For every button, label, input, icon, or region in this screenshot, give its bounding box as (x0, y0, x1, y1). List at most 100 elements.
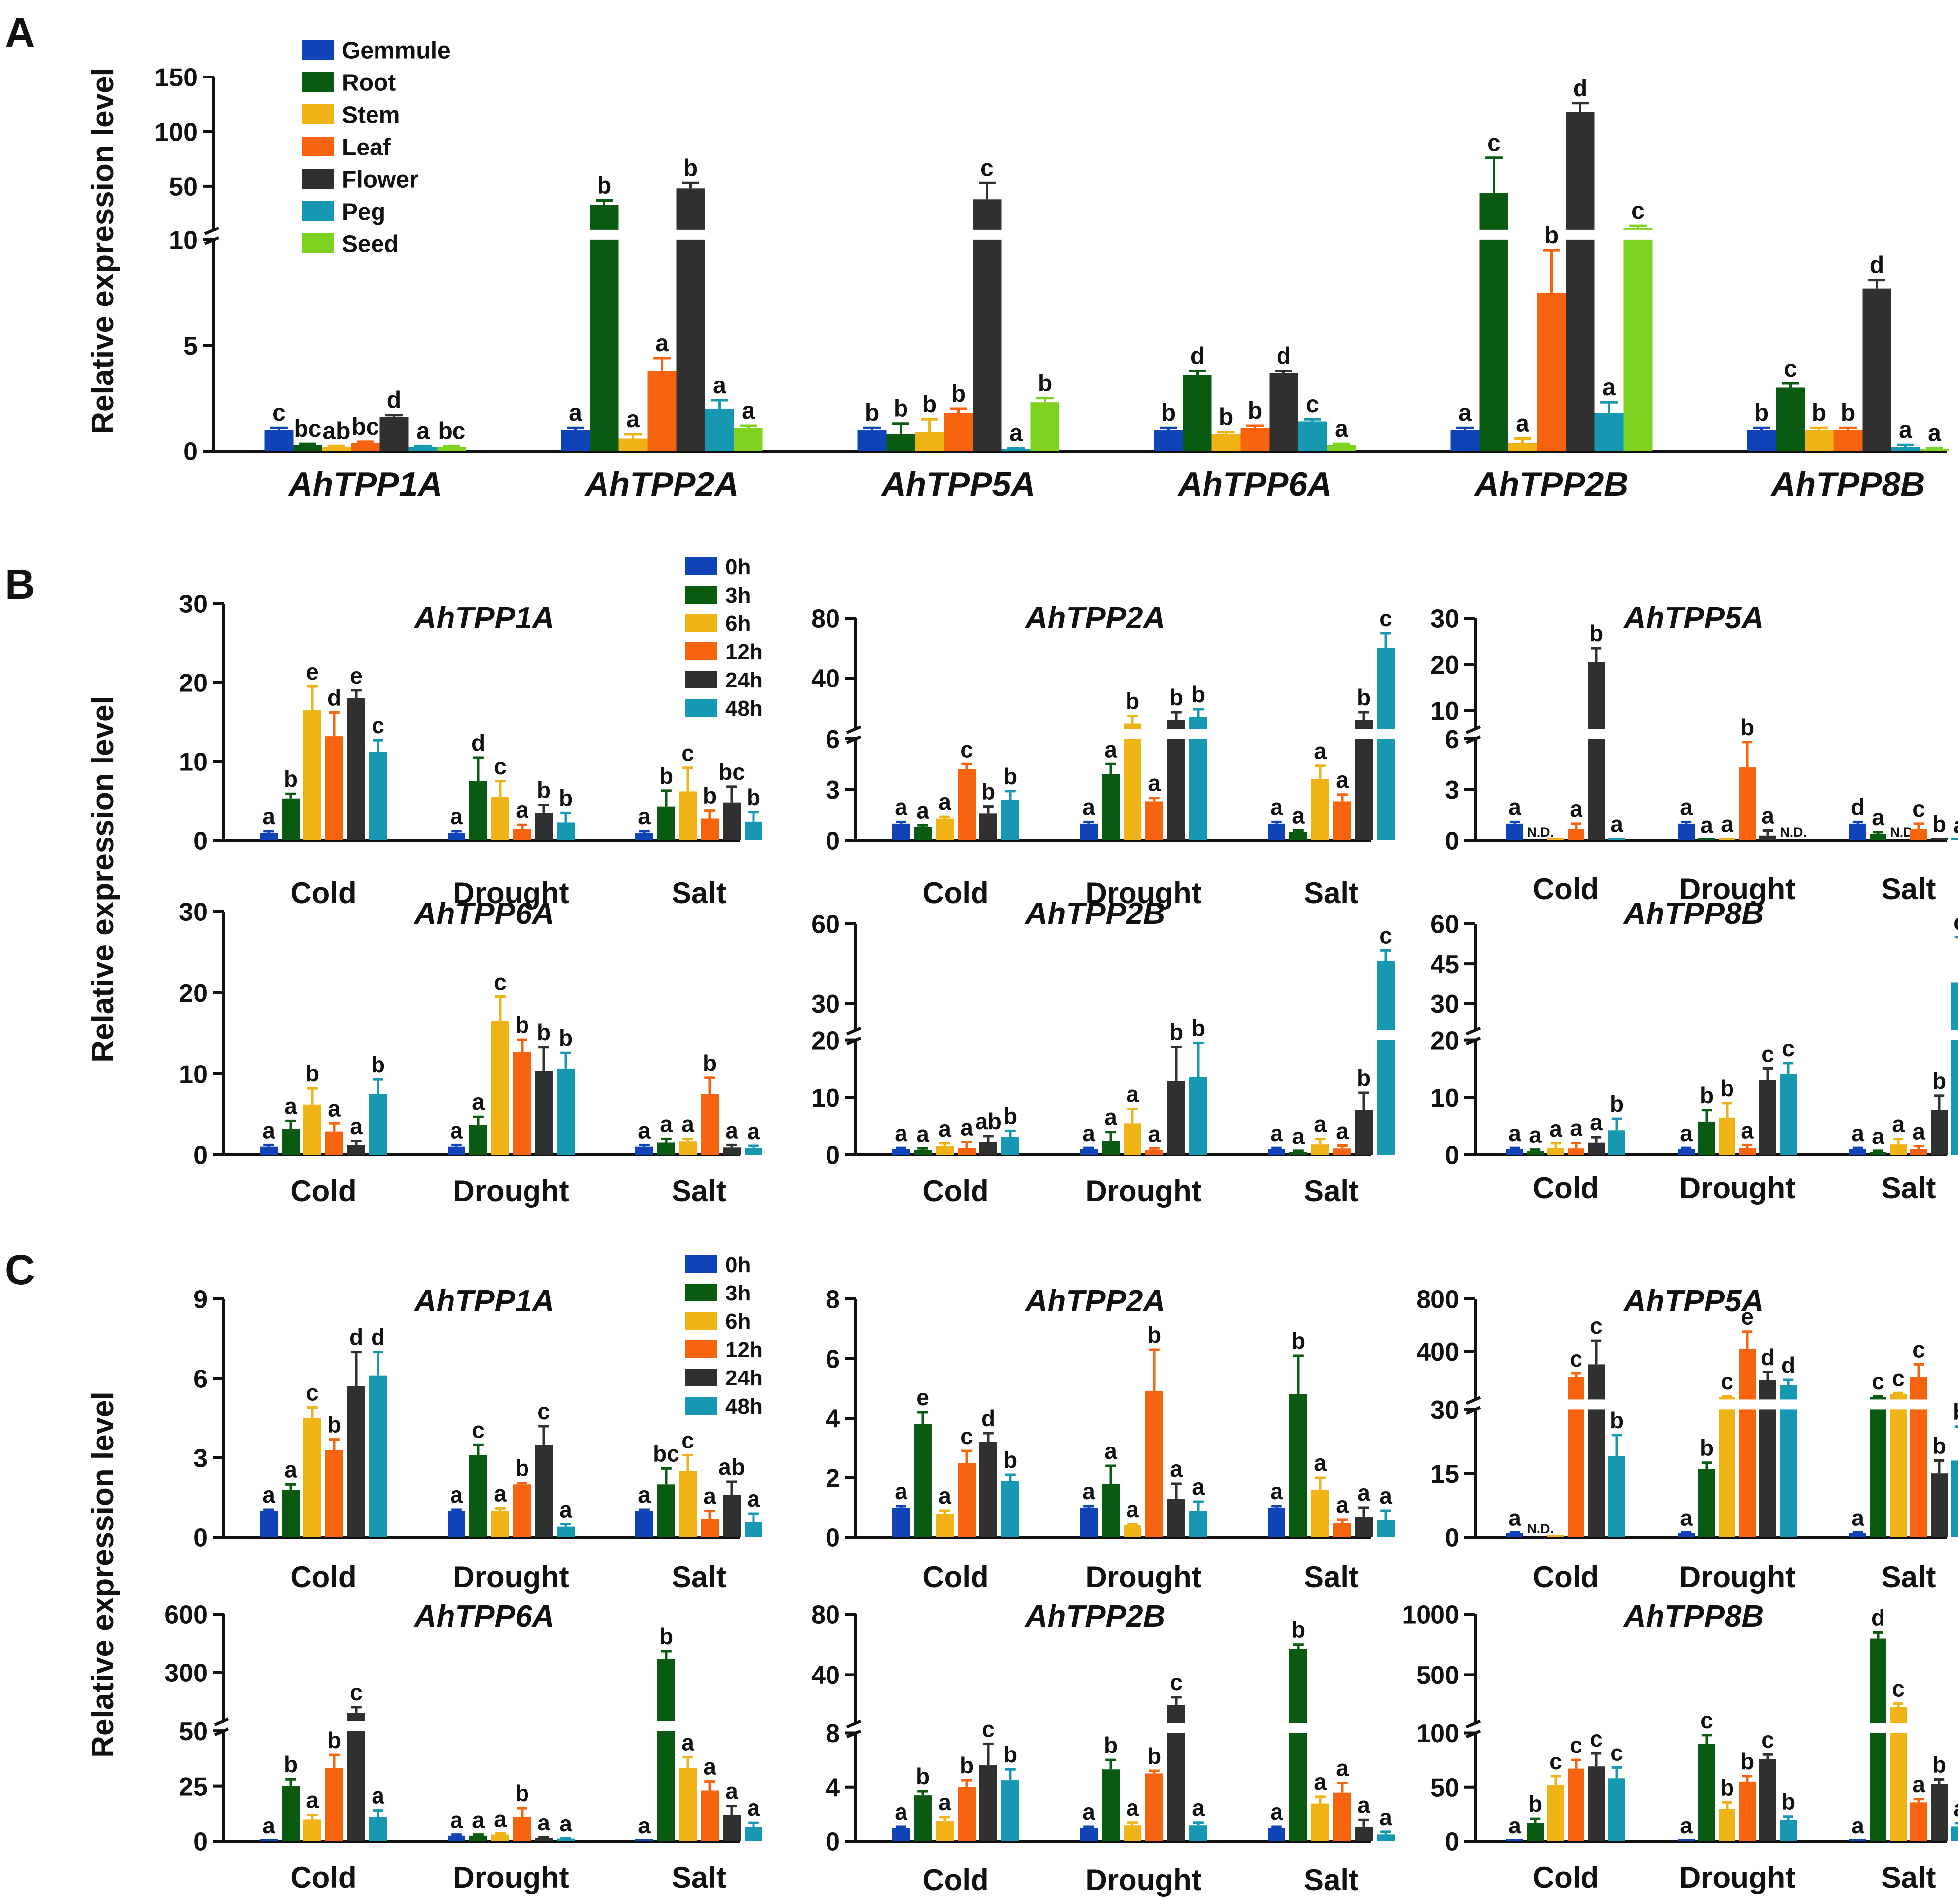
bar (561, 430, 590, 451)
chart-title: AhTPP6A (413, 897, 554, 931)
bar (973, 199, 1002, 451)
bar (469, 1835, 487, 1841)
significance-letter: a (450, 803, 463, 829)
significance-letter: a (638, 1482, 651, 1508)
significance-letter: b (1812, 400, 1826, 426)
significance-letter: bc (351, 414, 379, 440)
significance-letter: a (1680, 794, 1693, 820)
bar (1759, 1080, 1776, 1155)
legend-swatch (302, 104, 334, 124)
significance-letter: a (747, 1795, 760, 1821)
significance-letter: b (1740, 1749, 1754, 1774)
bar-break-gap (1288, 1723, 1308, 1733)
significance-letter: N.D. (1527, 825, 1554, 839)
bar (1910, 1149, 1927, 1155)
significance-letter: b (1248, 398, 1262, 424)
bar (1537, 293, 1566, 451)
bar-break-gap (1587, 1399, 1606, 1410)
significance-letter: a (638, 803, 651, 829)
bar (1594, 413, 1624, 451)
bar (676, 188, 705, 452)
significance-letter: a (960, 1115, 973, 1141)
significance-letter: b (559, 785, 573, 811)
bar-break-gap (675, 229, 706, 240)
significance-letter: a (1379, 1804, 1392, 1830)
significance-letter: c (372, 712, 384, 738)
bar (734, 428, 763, 451)
y-tick-label: 45 (1431, 950, 1459, 979)
bar-break-gap (346, 1721, 366, 1731)
x-category-label: Salt (1304, 876, 1358, 910)
chart-title: AhTPP2B (1024, 1599, 1165, 1634)
legend-swatch (302, 233, 334, 253)
x-category-label: Cold (922, 1174, 988, 1208)
y-tick-label: 20 (179, 669, 208, 698)
significance-letter: a (1357, 1480, 1370, 1506)
y-tick-label: 20 (811, 1026, 840, 1055)
x-category-label: Cold (922, 876, 988, 910)
bar-break-gap (1909, 1399, 1928, 1410)
y-tick-label: 30 (1431, 1396, 1459, 1425)
bar (723, 1495, 741, 1537)
bar (1167, 1081, 1185, 1155)
significance-letter: a (1549, 1116, 1562, 1142)
significance-letter: a (450, 1807, 463, 1833)
y-tick-label: 30 (179, 898, 208, 927)
significance-letter: b (1544, 223, 1559, 249)
significance-letter: a (1761, 803, 1774, 829)
bar (1377, 1834, 1395, 1841)
bar (1001, 800, 1019, 840)
significance-letter: c (537, 1398, 550, 1424)
bar (1289, 1394, 1307, 1537)
y-tick-label: 500 (1416, 1661, 1459, 1690)
significance-letter: c (494, 754, 507, 779)
significance-letter: a (1292, 1123, 1305, 1149)
significance-letter: a (1570, 1115, 1582, 1141)
axis-break-mark (1465, 1406, 1481, 1415)
x-category-label: Drought (1679, 1560, 1795, 1594)
bar (1568, 1148, 1584, 1155)
bar (1124, 723, 1141, 840)
y-tick-label: 0 (193, 1828, 208, 1857)
bar (1776, 387, 1805, 451)
significance-letter: c (1306, 391, 1319, 418)
significance-letter: a (713, 373, 726, 399)
significance-letter: a (1270, 1799, 1283, 1825)
bar (857, 430, 887, 451)
bar (1506, 1149, 1523, 1155)
y-tick-label: 9 (193, 1286, 208, 1314)
significance-letter: a (725, 1117, 738, 1143)
significance-letter: b (1169, 685, 1183, 710)
x-category-label: Salt (1304, 1863, 1358, 1897)
significance-letter: c (1487, 130, 1501, 156)
bar (1623, 228, 1653, 451)
significance-letter: b (1610, 1091, 1624, 1117)
bar (557, 822, 575, 840)
bar (1849, 823, 1866, 840)
x-category-label: Cold (1533, 1861, 1599, 1894)
bar (936, 818, 954, 840)
bar (590, 205, 619, 451)
bar (936, 1146, 954, 1155)
bar (915, 432, 944, 451)
significance-letter: b (1589, 620, 1603, 646)
significance-letter: b (1720, 1774, 1734, 1800)
significance-letter: a (1953, 812, 1958, 838)
significance-letter: b (559, 1025, 573, 1051)
significance-letter: b (1147, 1743, 1161, 1769)
y-tick-label: 6 (826, 1345, 840, 1374)
significance-letter: a (1336, 767, 1349, 793)
significance-letter: b (1003, 1742, 1017, 1767)
bar (557, 1068, 575, 1155)
significance-letter: a (703, 1754, 716, 1780)
y-tick-label: 10 (169, 227, 198, 255)
bar (635, 1511, 653, 1537)
axis-break-mark (204, 236, 220, 245)
significance-letter: a (1610, 811, 1623, 837)
y-tick-label: 3 (826, 776, 840, 805)
significance-letter: ab (975, 1108, 1002, 1134)
bar-break-gap (1478, 229, 1509, 240)
significance-letter: b (1191, 1015, 1205, 1041)
significance-letter: b (865, 400, 879, 426)
